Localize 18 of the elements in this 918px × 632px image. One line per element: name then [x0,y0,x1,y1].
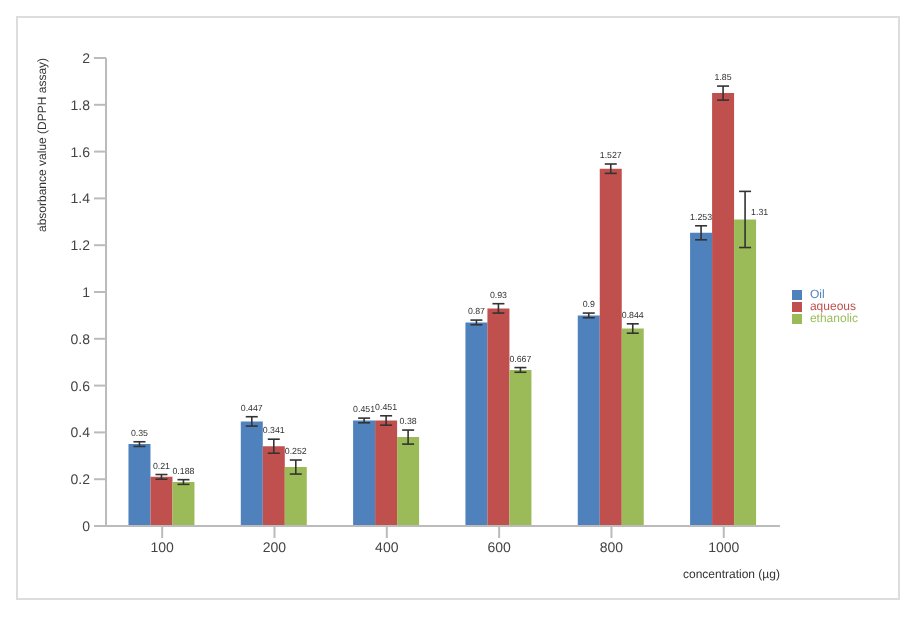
bar [712,93,735,526]
bar [465,322,488,526]
bar [397,437,420,526]
bar [150,476,173,526]
bar [172,482,195,526]
bar [621,328,644,526]
bar [353,420,376,526]
bar [509,369,532,526]
bar [128,444,151,526]
bar [599,168,622,526]
bar [577,315,600,526]
bar [375,420,398,526]
bar [284,467,307,526]
bar [240,421,263,526]
bar [734,219,757,526]
bar [262,446,285,526]
bar [690,232,713,526]
bar [487,308,510,526]
